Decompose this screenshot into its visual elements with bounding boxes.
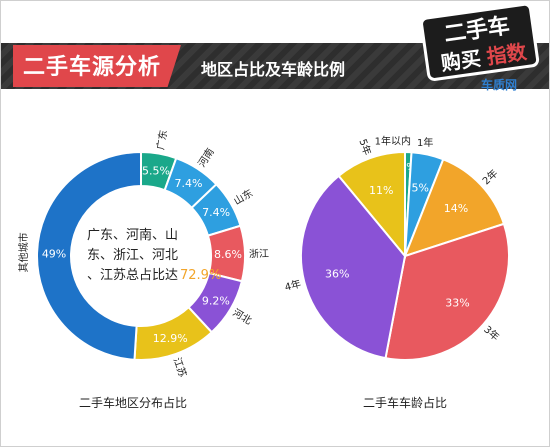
slice-category-label: 1年以内 (375, 135, 411, 148)
slice-category-label: 4年 (283, 277, 302, 294)
pie-slice (384, 222, 510, 361)
slice-value-label: 8.6% (214, 248, 242, 261)
slice-value-label: 9.2% (202, 294, 230, 307)
slice-value-label: 5% (412, 182, 429, 195)
donut-center-value: 72.9% (180, 268, 221, 283)
slice-value-label: 14% (444, 202, 468, 215)
slice-value-label: 1% (400, 162, 416, 173)
slice-value-label: 33% (445, 296, 469, 309)
slice-category-label: 2年 (479, 167, 500, 188)
age-chart-caption: 二手车车龄占比 (363, 396, 448, 410)
slice-value-label: 12.9% (153, 332, 188, 345)
slice-value-label: 36% (325, 267, 349, 280)
slice-category-label: 广东 (154, 129, 170, 151)
slice-value-label: 49% (42, 247, 66, 260)
slice-value-label: 11% (369, 184, 393, 197)
logo-line2b: 指数 (485, 39, 529, 68)
header-title-block (13, 45, 181, 87)
slice-category-label: 1年 (417, 136, 433, 149)
slice-value-label: 5.5% (142, 164, 170, 177)
slice-category-label: 3年 (481, 323, 502, 344)
donut-slice (36, 150, 142, 361)
logo-line2a: 购买 (440, 46, 483, 75)
header-title: 二手车源分析 (23, 55, 162, 80)
header-subtitle: 地区占比及车龄比例 (201, 60, 346, 79)
slice-value-label: 7.4% (202, 206, 230, 219)
slice-value-label: 7.4% (175, 177, 203, 190)
logo-brand: 车质网 (481, 77, 517, 92)
pie-slice (300, 174, 407, 360)
pie-slice (337, 150, 406, 259)
region-chart-caption: 二手车地区分布占比 (79, 396, 188, 410)
slice-category-label: 5年 (356, 137, 374, 157)
donut-center-text: 、江苏总占比达 (87, 267, 178, 283)
slice-category-label: 浙江 (249, 248, 269, 260)
donut-center-text: 广东、河南、山 (87, 227, 178, 243)
donut-center-text: 东、浙江、河北 (87, 248, 178, 263)
slice-category-label: 其他城市 (17, 232, 30, 272)
buy-index-logo: 二手车 购买 指数 车质网 (420, 5, 540, 92)
